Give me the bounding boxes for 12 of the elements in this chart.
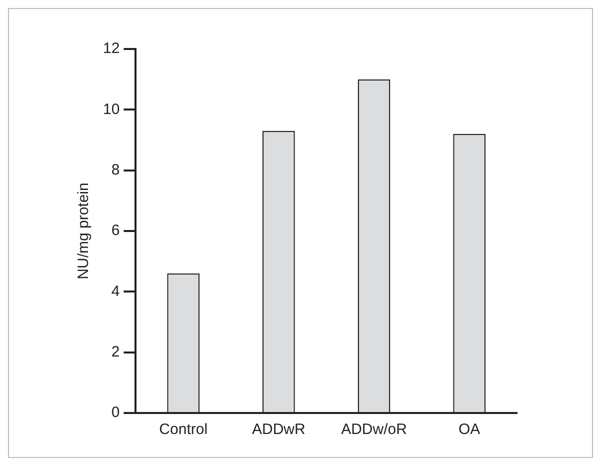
x-tick-label: OA [458, 421, 480, 438]
y-tick-label: 2 [111, 343, 120, 360]
x-tick-label: ADDw/oR [341, 421, 408, 438]
y-tick-label: 0 [111, 404, 120, 422]
y-tick-label: 4 [111, 282, 120, 300]
x-tick-label: Control [159, 421, 208, 438]
y-tick-label: 10 [102, 100, 120, 118]
x-tick-label: ADDwR [252, 421, 306, 438]
y-axis-title: NU/mg protein [75, 182, 92, 280]
y-tick-label: 8 [111, 161, 120, 178]
y-tick-label: 6 [111, 222, 120, 240]
y-tick-label: 12 [102, 40, 120, 58]
